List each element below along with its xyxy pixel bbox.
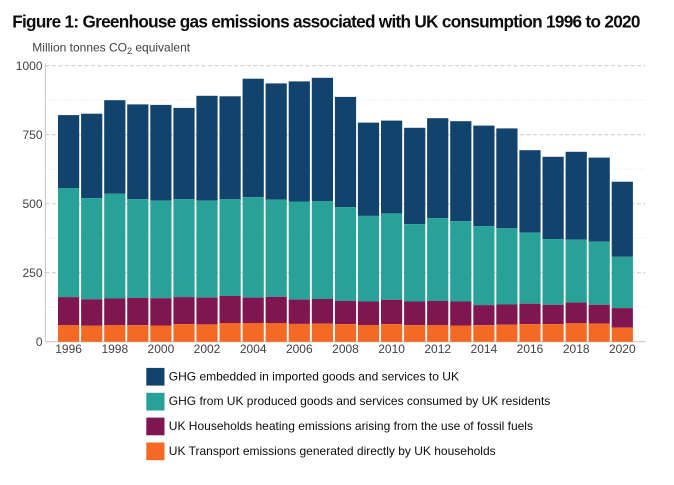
svg-text:Figure 1: Greenhouse gas emiss: Figure 1: Greenhouse gas emissions assoc… [12, 12, 640, 32]
svg-text:2004: 2004 [240, 342, 267, 356]
svg-text:UK Households heating emission: UK Households heating emissions arising … [169, 419, 533, 433]
svg-text:750: 750 [22, 128, 42, 142]
svg-text:2014: 2014 [471, 342, 498, 356]
svg-text:1996: 1996 [55, 342, 82, 356]
svg-text:UK Transport emissions generat: UK Transport emissions generated directl… [169, 444, 496, 458]
svg-text:2020: 2020 [609, 342, 636, 356]
svg-text:2000: 2000 [148, 342, 175, 356]
svg-text:2010: 2010 [378, 342, 405, 356]
svg-text:1000: 1000 [16, 59, 43, 73]
svg-text:2018: 2018 [563, 342, 590, 356]
svg-text:1998: 1998 [101, 342, 128, 356]
svg-text:2002: 2002 [194, 342, 221, 356]
svg-text:GHG embedded in imported goods: GHG embedded in imported goods and servi… [169, 369, 459, 383]
svg-text:Million tonnes CO2 equivalent: Million tonnes CO2 equivalent [32, 41, 190, 57]
svg-text:0: 0 [36, 335, 43, 349]
svg-text:250: 250 [22, 266, 42, 280]
svg-text:500: 500 [22, 197, 42, 211]
svg-text:2006: 2006 [286, 342, 313, 356]
svg-text:2012: 2012 [424, 342, 451, 356]
svg-text:2016: 2016 [517, 342, 544, 356]
svg-text:GHG from UK produced goods and: GHG from UK produced goods and services … [169, 394, 551, 408]
svg-text:2008: 2008 [332, 342, 359, 356]
